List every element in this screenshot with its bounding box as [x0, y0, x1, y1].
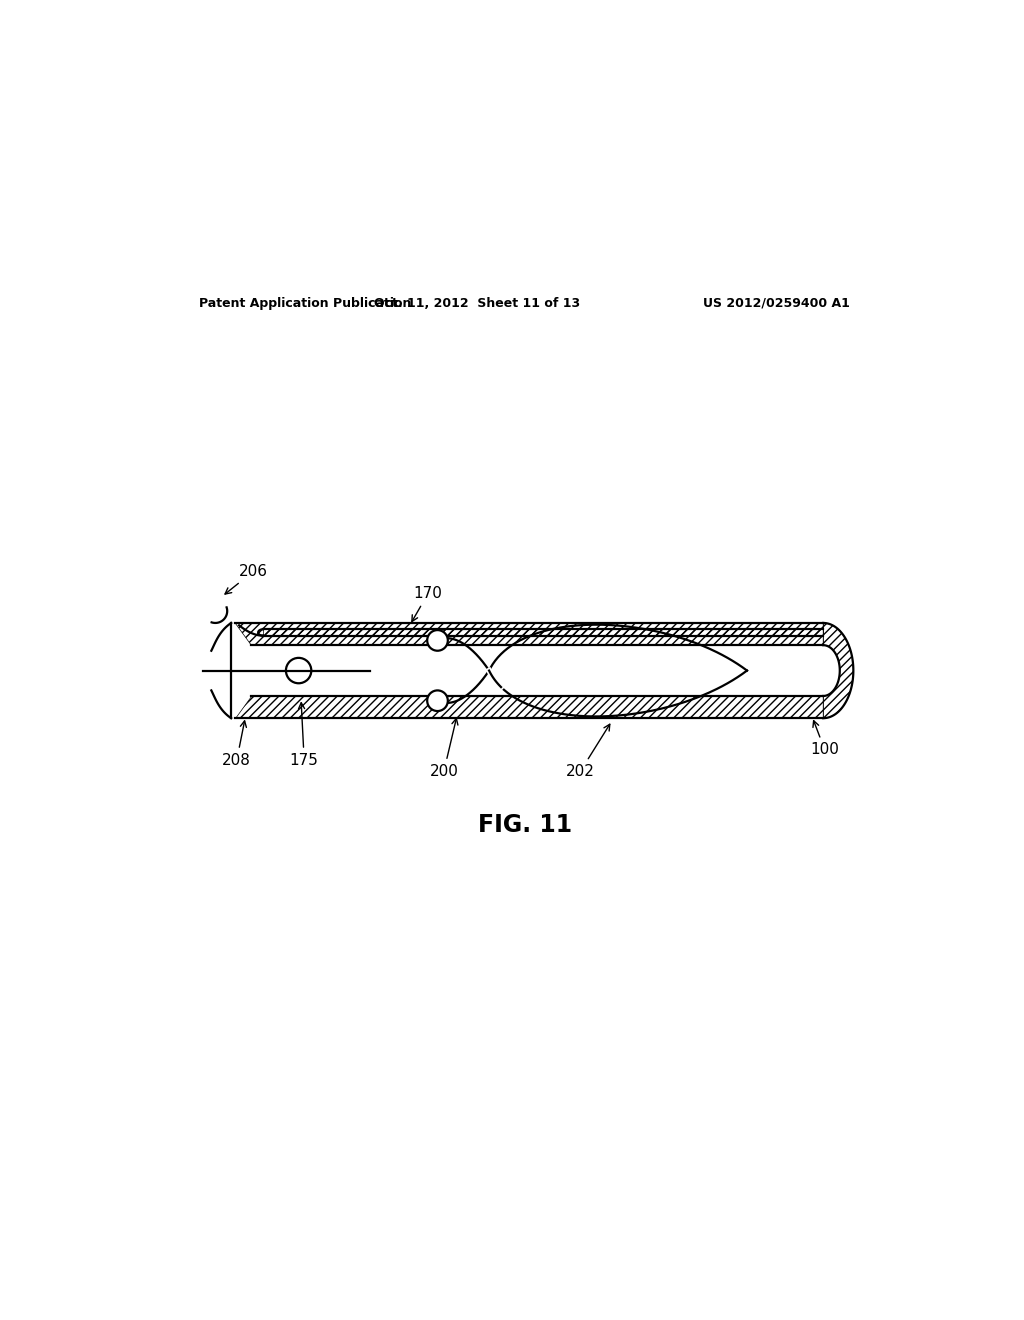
Text: FIG. 11: FIG. 11: [478, 813, 571, 837]
Text: 208: 208: [222, 721, 251, 768]
Polygon shape: [236, 696, 823, 718]
Text: 175: 175: [290, 702, 318, 768]
Text: 100: 100: [810, 721, 840, 758]
Polygon shape: [236, 623, 823, 645]
Text: 200: 200: [429, 718, 459, 779]
Text: 202: 202: [566, 725, 610, 779]
Text: Patent Application Publication: Patent Application Publication: [200, 297, 412, 310]
Text: 206: 206: [225, 564, 268, 594]
Text: Oct. 11, 2012  Sheet 11 of 13: Oct. 11, 2012 Sheet 11 of 13: [374, 297, 581, 310]
Text: 170: 170: [412, 586, 442, 622]
Text: US 2012/0259400 A1: US 2012/0259400 A1: [703, 297, 850, 310]
Polygon shape: [263, 630, 823, 636]
Circle shape: [427, 690, 447, 711]
Polygon shape: [823, 623, 853, 718]
Circle shape: [427, 630, 447, 651]
